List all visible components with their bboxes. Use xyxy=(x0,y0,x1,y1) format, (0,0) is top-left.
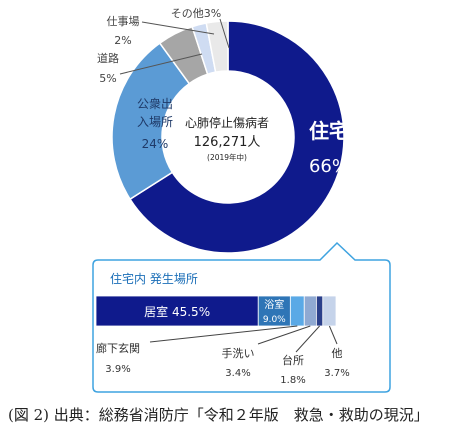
leader-line xyxy=(295,325,320,353)
donut-label: 住宅 xyxy=(309,119,349,143)
bar-label: 廊下玄関 xyxy=(96,341,140,355)
bar-label: 台所 xyxy=(282,353,304,367)
bar-label: 9.0% xyxy=(263,315,286,325)
donut-slice xyxy=(111,42,191,201)
leader-line xyxy=(119,53,203,75)
callout-title: 住宅内 発生場所 xyxy=(110,271,198,286)
donut-chart xyxy=(111,20,345,254)
center-title: 心肺停止傷病者 xyxy=(185,115,269,130)
donut-label: 5% xyxy=(99,72,116,85)
leader-line xyxy=(149,325,298,343)
center-note: (2019年中) xyxy=(207,152,247,162)
bar-label: 3.4% xyxy=(225,368,250,379)
bar-label: 居室 45.5% xyxy=(144,304,210,319)
donut-label: 66% xyxy=(309,156,349,177)
bar-segment xyxy=(322,295,337,327)
bar-label: 3.7% xyxy=(324,368,349,379)
donut-slice xyxy=(129,20,345,254)
bar-label: 手洗い xyxy=(222,346,255,360)
donut-label: 2% xyxy=(114,34,131,47)
donut-label: その他3% xyxy=(171,7,221,20)
donut-label: 24% xyxy=(142,137,169,151)
bar-label: 他 xyxy=(332,347,343,360)
bar-segment xyxy=(95,295,259,327)
source-caption: (図 2) 出典：総務省消防庁「令和２年版 救急・救助の現況」 xyxy=(8,406,429,424)
leader-line xyxy=(328,325,338,345)
bar-label: 3.9% xyxy=(105,364,130,375)
leader-line xyxy=(257,325,311,345)
leader-line xyxy=(219,18,230,49)
donut-label: 道路 xyxy=(97,51,119,65)
bar-segment xyxy=(289,295,305,327)
donut-label: 公衆出 xyxy=(137,97,173,111)
donut-center: 心肺停止傷病者 126,271人 (2019年中) xyxy=(185,115,269,162)
bar-label: 1.8% xyxy=(280,375,305,386)
bar-segment xyxy=(315,295,324,327)
stacked-bar-labels: 居室 45.5% 浴室 9.0% 廊下玄関 3.9% 手洗い 3.4% 台所 1.8% 他 3.7% xyxy=(96,298,350,386)
stacked-bar xyxy=(95,295,337,327)
donut-label: 仕事場 xyxy=(107,15,140,28)
bar-label: 浴室 xyxy=(264,298,284,311)
leader-line xyxy=(141,21,215,35)
donut-label: 入場所 xyxy=(137,115,173,129)
bar-segment xyxy=(257,295,291,327)
bar-segment xyxy=(303,295,317,327)
center-total: 126,271人 xyxy=(194,135,261,150)
